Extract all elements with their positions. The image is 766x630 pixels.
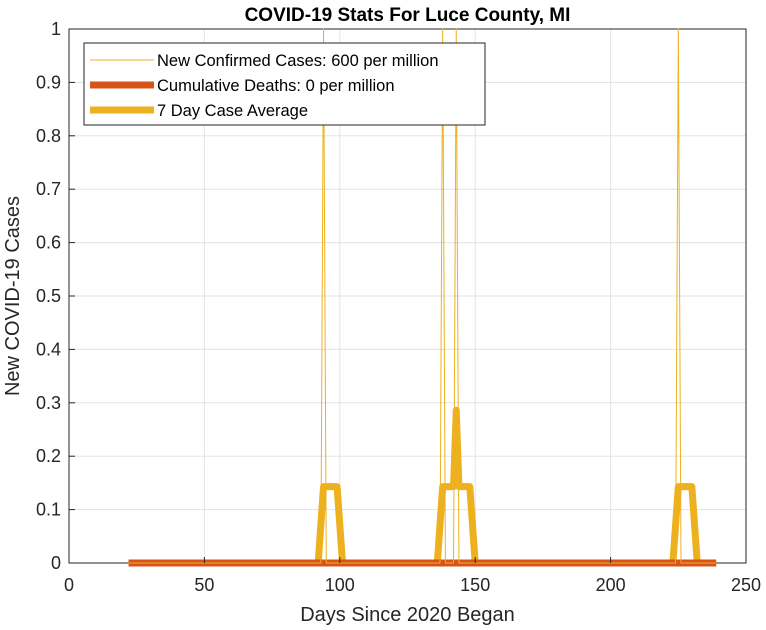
x-tick-label: 250: [731, 575, 761, 595]
y-tick-label: 0.6: [36, 233, 61, 253]
x-tick-label: 150: [460, 575, 490, 595]
y-tick-label: 0.7: [36, 179, 61, 199]
x-tick-label: 100: [325, 575, 355, 595]
x-axis-label: Days Since 2020 Began: [300, 604, 515, 626]
tick-labels: 0 50 100 150 200 250 0 0.1 0.2 0.3 0.4 0.5 0.6 0.7 0.8…: [36, 19, 761, 595]
chart-title: COVID-19 Stats For Luce County, MI: [245, 5, 571, 26]
legend-entry: 7 Day Case Average: [157, 102, 308, 120]
y-axis-label: New COVID-19 Cases: [2, 196, 24, 396]
y-tick-label: 0.9: [36, 72, 61, 92]
y-tick-label: 0.3: [36, 393, 61, 413]
x-tick-label: 0: [64, 575, 74, 595]
y-tick-label: 0.2: [36, 446, 61, 466]
y-tick-label: 0.1: [36, 500, 61, 520]
x-tick-label: 50: [194, 575, 214, 595]
x-tick-label: 200: [596, 575, 626, 595]
y-tick-label: 0: [51, 553, 61, 573]
series-line-2: [128, 406, 717, 567]
y-tick-label: 0.5: [36, 286, 61, 306]
y-tick-label: 0.8: [36, 126, 61, 146]
y-tick-label: 0.4: [36, 339, 61, 359]
legend-entry: New Confirmed Cases: 600 per million: [157, 52, 439, 70]
legend: New Confirmed Cases: 600 per million Cumu…: [83, 42, 486, 126]
legend-entry: Cumulative Deaths: 0 per million: [157, 77, 395, 95]
y-tick-label: 1: [51, 19, 61, 39]
